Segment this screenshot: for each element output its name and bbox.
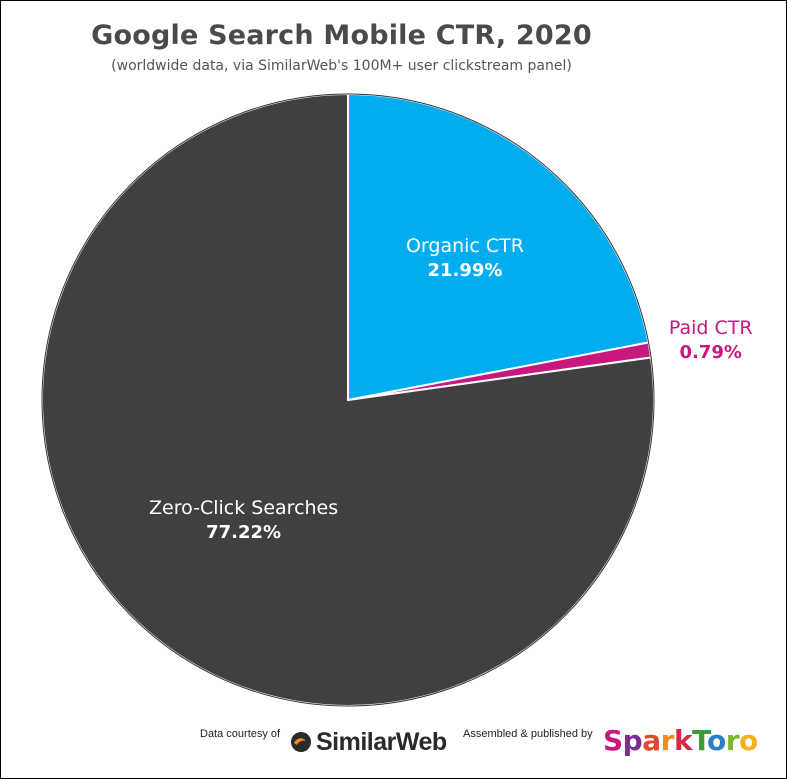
sparktoro-letter: r (660, 724, 675, 757)
sparktoro-letter: S (603, 724, 623, 757)
published-text: Assembled & published by (463, 728, 593, 740)
sparktoro-letter: o (739, 724, 758, 757)
chart-title: Google Search Mobile CTR, 2020 (91, 20, 592, 51)
similarweb-icon (291, 732, 311, 752)
sparktoro-letter: p (622, 724, 643, 757)
slice-label-organic: Organic CTR 21.99% (365, 234, 565, 282)
sparktoro-logo: SparkToro (603, 724, 758, 757)
slice-name-paid: Paid CTR (668, 316, 753, 339)
sparktoro-letter: k (673, 724, 693, 757)
slice-value-paid: 0.79% (679, 341, 742, 363)
chart-subtitle: (worldwide data, via SimilarWeb's 100M+ … (111, 58, 572, 74)
sparktoro-letter: T (692, 724, 707, 757)
similarweb-brand: SimilarWeb (316, 727, 447, 756)
sparktoro-letter: o (706, 724, 726, 757)
courtesy-text: Data courtesy of (200, 728, 281, 740)
sparktoro-letter: a (642, 724, 661, 757)
slice-value-zero-click: 77.22% (206, 521, 282, 543)
sparktoro-letter: r (725, 724, 740, 757)
slice-name-zero-click: Zero-Click Searches (149, 497, 339, 520)
slice-value-organic: 21.99% (427, 260, 503, 282)
pie-outline (41, 93, 655, 707)
slice-label-paid: Paid CTR 0.79% (656, 316, 766, 364)
slice-label-zero-click: Zero-Click Searches 77.22% (114, 496, 374, 544)
similarweb-logo: SimilarWeb (290, 724, 447, 760)
slice-name-organic: Organic CTR (405, 235, 524, 258)
